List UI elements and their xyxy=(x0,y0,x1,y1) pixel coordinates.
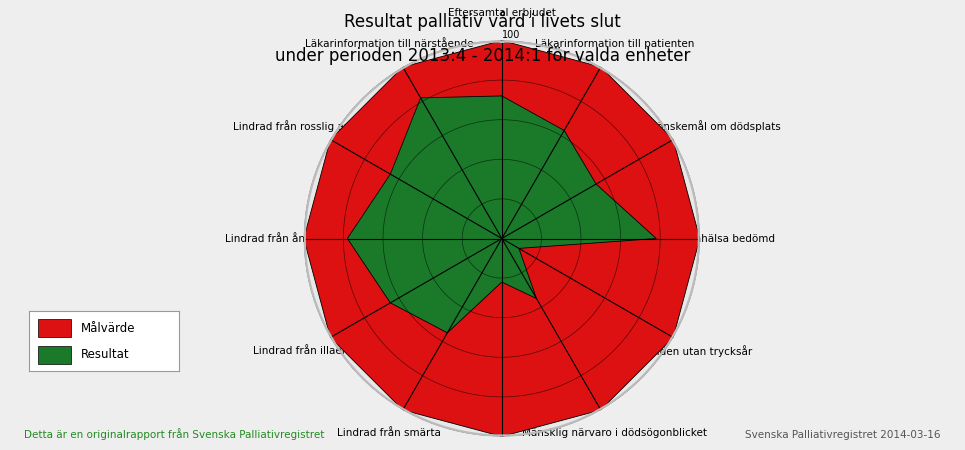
Bar xyxy=(38,319,70,337)
Text: Resultat: Resultat xyxy=(81,348,130,361)
Text: Detta är en originalrapport från Svenska Palliativregistret: Detta är en originalrapport från Svenska… xyxy=(24,428,324,440)
Text: Målvärde: Målvärde xyxy=(81,322,136,335)
Polygon shape xyxy=(347,96,656,333)
Text: Svenska Palliativregistret 2014-03-16: Svenska Palliativregistret 2014-03-16 xyxy=(745,430,941,440)
Bar xyxy=(38,346,70,364)
Text: Resultat palliativ vård i livets slut: Resultat palliativ vård i livets slut xyxy=(345,11,620,32)
Polygon shape xyxy=(304,40,700,436)
Text: under perioden 2013:4 - 2014:1 för valda enheter: under perioden 2013:4 - 2014:1 för valda… xyxy=(275,47,690,65)
Polygon shape xyxy=(304,40,700,436)
